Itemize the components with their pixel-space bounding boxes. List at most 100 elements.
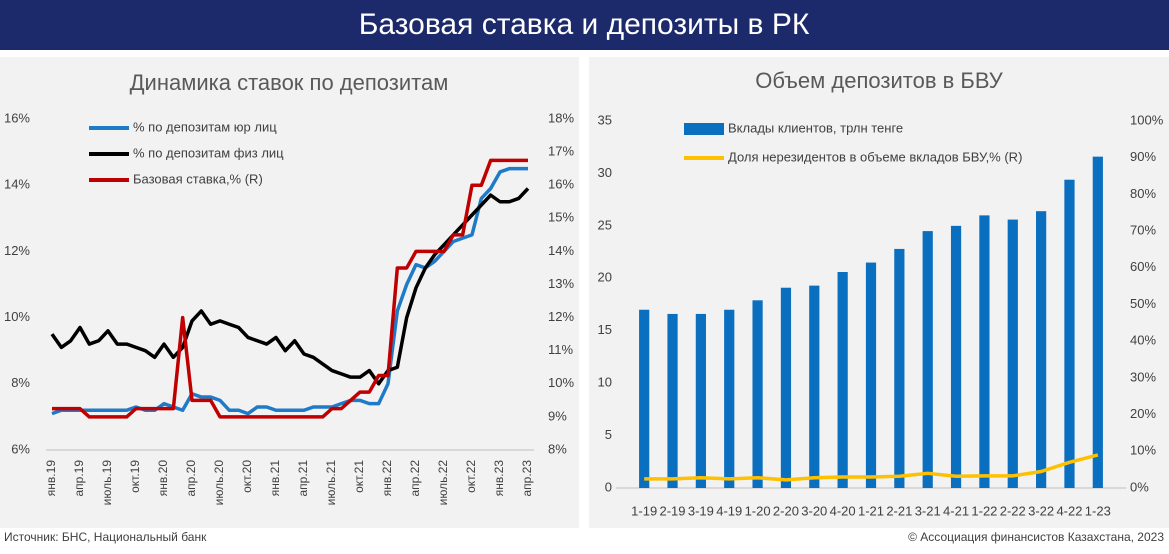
y2-tick-label: 70%	[1130, 223, 1156, 238]
legend-label: Вклады клиентов, трлн тенге	[728, 120, 903, 135]
series-line	[644, 453, 1099, 482]
x-tick-label: апр.21	[296, 460, 310, 497]
bar	[922, 231, 933, 488]
x-tick-label: окт.22	[464, 460, 478, 493]
x-tick-label: апр.23	[520, 460, 534, 497]
x-tick-label: 2-20	[773, 503, 799, 518]
x-tick-label: апр.20	[184, 460, 198, 497]
bar	[667, 313, 678, 488]
legend-label: % по депозитам физ лиц	[133, 145, 284, 160]
chart-title: Динамика ставок по депозитам	[130, 70, 449, 95]
x-tick-label: янв.23	[492, 460, 506, 497]
header-bar	[0, 0, 1169, 50]
x-tick-label: 1-22	[971, 503, 997, 518]
y-tick-label: 6%	[11, 441, 30, 456]
x-tick-label: 4-19	[716, 503, 742, 518]
x-tick-label: 2-19	[660, 503, 686, 518]
y2-tick-label: 17%	[548, 144, 574, 159]
y2-tick-label: 0%	[1130, 479, 1149, 494]
bar	[865, 262, 877, 488]
bar	[837, 271, 848, 488]
legend-label: Доля нерезидентов в объеме вкладов БВУ,%…	[728, 149, 1022, 164]
bar	[950, 225, 962, 488]
y2-tick-label: 13%	[548, 276, 574, 291]
x-tick-label: янв.20	[156, 460, 170, 497]
x-tick-label: окт.20	[240, 460, 254, 493]
x-tick-label: 2-22	[1000, 503, 1026, 518]
y-tick-label: 16%	[4, 110, 30, 125]
y2-tick-label: 20%	[1130, 406, 1156, 421]
x-tick-label: окт.19	[128, 460, 142, 493]
y-tick-label: 20	[598, 270, 612, 285]
y2-tick-label: 11%	[548, 342, 573, 357]
y2-tick-label: 12%	[548, 309, 574, 324]
y-tick-label: 30	[598, 165, 612, 180]
y2-tick-label: 14%	[548, 243, 574, 258]
x-tick-label: 4-21	[943, 503, 969, 518]
legend-label: Базовая ставка,% (R)	[133, 171, 263, 186]
bar	[1036, 211, 1047, 489]
x-tick-label: 3-21	[915, 503, 941, 518]
y2-tick-label: 30%	[1130, 369, 1156, 384]
y-tick-label: 10%	[4, 309, 30, 324]
y2-tick-label: 100%	[1130, 112, 1164, 127]
x-tick-label: апр.22	[408, 460, 422, 497]
chart-title: Объем депозитов в БВУ	[755, 68, 1004, 93]
x-tick-label: 1-20	[745, 503, 771, 518]
x-tick-label: 3-20	[801, 503, 827, 518]
x-tick-label: 1-23	[1085, 503, 1111, 518]
y2-tick-label: 50%	[1130, 296, 1156, 311]
y2-tick-label: 40%	[1130, 333, 1156, 348]
y-tick-label: 35	[598, 112, 612, 127]
y2-tick-label: 10%	[548, 375, 574, 390]
y-tick-label: 10	[598, 375, 612, 390]
y-tick-label: 8%	[11, 375, 30, 390]
y2-tick-label: 60%	[1130, 259, 1156, 274]
x-tick-label: июль.21	[324, 460, 338, 506]
bar	[809, 285, 820, 488]
x-tick-label: июль.22	[436, 460, 450, 506]
y2-tick-label: 80%	[1130, 186, 1156, 201]
source-note: Источник: БНС, Национальный банк	[4, 530, 207, 544]
x-tick-label: 1-19	[631, 503, 657, 518]
y2-tick-label: 18%	[548, 110, 574, 125]
bar	[780, 287, 792, 488]
copyright-note: © Ассоциация финансистов Казахстана, 202…	[908, 530, 1164, 544]
y2-tick-label: 16%	[548, 177, 574, 192]
y2-tick-label: 10%	[1130, 443, 1156, 458]
series-line	[52, 158, 528, 419]
y2-tick-label: 8%	[548, 441, 567, 456]
bar	[1064, 179, 1075, 488]
bar	[979, 215, 990, 488]
y-tick-label: 5	[605, 427, 612, 442]
bar	[752, 300, 763, 488]
x-tick-label: 2-21	[886, 503, 912, 518]
y2-tick-label: 90%	[1130, 149, 1156, 164]
x-tick-label: 4-20	[830, 503, 856, 518]
y2-tick-label: 15%	[548, 210, 574, 225]
y-tick-label: 12%	[4, 243, 30, 258]
bar	[639, 309, 650, 488]
x-tick-label: 3-19	[688, 503, 714, 518]
x-tick-label: окт.21	[352, 460, 366, 493]
left-panel	[0, 57, 579, 528]
y2-tick-label: 9%	[548, 408, 567, 423]
x-tick-label: янв.22	[380, 460, 394, 497]
x-tick-label: апр.19	[72, 460, 86, 497]
bar	[1007, 219, 1018, 488]
bar	[1092, 156, 1103, 488]
y-tick-label: 14%	[4, 177, 30, 192]
page-title: Базовая ставка и депозиты в РК	[359, 8, 810, 41]
x-tick-label: янв.21	[268, 460, 282, 497]
bar	[894, 248, 905, 488]
x-tick-label: июль.20	[212, 460, 226, 506]
x-tick-label: янв.19	[44, 460, 58, 497]
y-tick-label: 25	[598, 217, 612, 232]
x-tick-label: июль.19	[100, 460, 114, 506]
legend-label: % по депозитам юр лиц	[133, 119, 277, 134]
legend-swatch	[684, 123, 724, 135]
y-tick-label: 0	[605, 479, 612, 494]
x-tick-label: 3-22	[1028, 503, 1054, 518]
